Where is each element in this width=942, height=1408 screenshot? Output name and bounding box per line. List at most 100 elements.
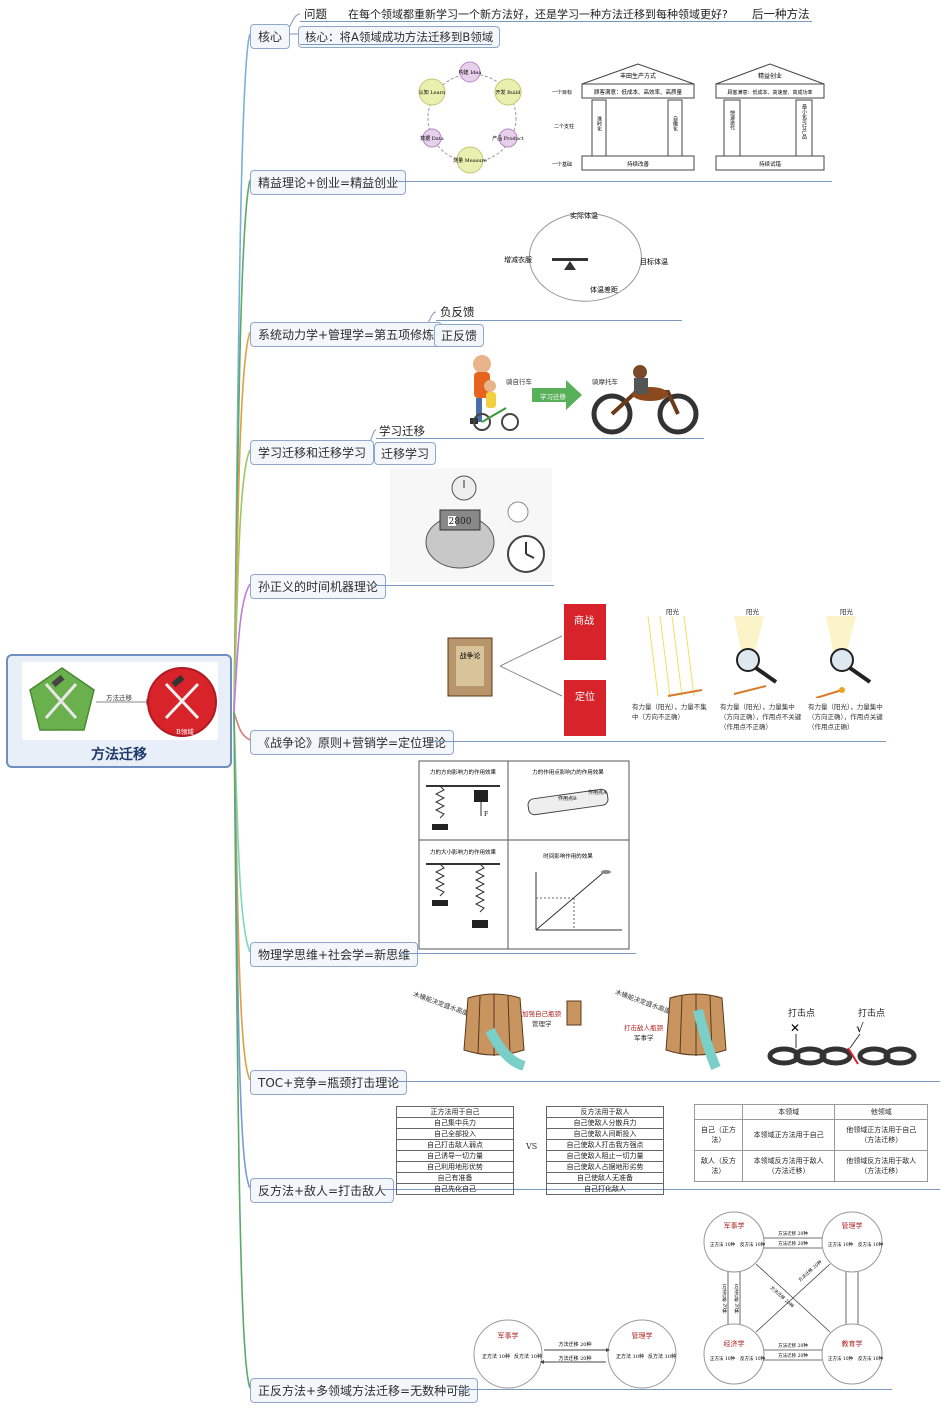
book-war-title: 战争论 xyxy=(460,651,481,660)
chain-label-2: 打击点 xyxy=(858,1009,886,1019)
root-tools-illustration xyxy=(29,667,217,737)
branch-lean[interactable]: 精益理论+创业=精益创业 xyxy=(250,170,407,195)
barrel-plank-icon xyxy=(566,1000,582,1026)
temple2-pillar-right: 最小化可行产品 xyxy=(801,103,807,140)
positive-row: 自己先化自己 xyxy=(396,1183,514,1195)
core-answer-text: 后一种方法 xyxy=(752,7,810,21)
temple2-base: 持续试错 xyxy=(759,160,782,168)
negative-row: 自己使敌人打击我方强点 xyxy=(546,1139,664,1151)
big-node-0: 军事学 xyxy=(724,1221,745,1230)
branch-enemy[interactable]: 反方法+敌人=打击敌人 xyxy=(250,1178,395,1203)
branch-systems[interactable]: 系统动力学+管理学=第五项修炼 xyxy=(250,322,443,347)
big-node-3: 教育学 xyxy=(842,1339,863,1348)
matrix-row-header: 敌人（反方法） xyxy=(694,1150,743,1182)
vs-label: VS xyxy=(526,1142,538,1151)
big-edge-label: 方法迁移 20种 xyxy=(797,1258,824,1283)
transfer-underline-1 xyxy=(376,438,704,439)
root-arrow-label: 方法迁移 xyxy=(106,694,132,702)
time-machine-display: 2800 xyxy=(449,517,472,527)
book-shangzhan: 商战 xyxy=(564,604,606,660)
branch-toc[interactable]: TOC+竞争=瓶颈打击理论 xyxy=(250,1070,408,1095)
transfer-leaf-1: 学习迁移 xyxy=(379,424,425,438)
root-node[interactable]: 方法迁移 A领域 B领域 方法迁移 xyxy=(6,654,232,768)
big-edge-label: 方法迁移 20种 xyxy=(778,1342,808,1349)
core-question-label: 问题 xyxy=(304,7,327,21)
big-inner: 反方法 10种 xyxy=(740,1241,766,1248)
physics-four-panels: 力的方向影响力的作用效果 力的作用点影响力的作用效果 力的大小影响力的作用效果 … xyxy=(418,760,630,950)
cycle-label-3: 测量 Measure xyxy=(453,157,487,164)
core-question-text: 在每个领域都重新学习一个新方法好，还是学习一种方法迁移到每种领域更好? xyxy=(348,8,728,21)
temple1-pillar-right: 自働化 xyxy=(672,115,678,132)
matrix-cell: 他领域正方法用于自己（方法迁移） xyxy=(834,1119,928,1151)
two-domain-diagram: 军事学 管理学 正方法 10种 反方法 10种 正方法 10种 反方法 10种 … xyxy=(473,1319,677,1389)
lens-title-2: 阳光 xyxy=(746,608,759,616)
positive-row: 自己打击敌人弱点 xyxy=(396,1139,514,1151)
negative-row: 自己使敌人占据地形劣势 xyxy=(546,1161,664,1173)
temple1-goal-row: 一个目标 xyxy=(552,89,572,96)
domain-method-matrix: 本领域 他领域 自己（正方法） 本领域正方法用于自己 他领域正方法用于自己（方法… xyxy=(694,1104,928,1182)
war-book-illustration: 战争论 xyxy=(447,637,493,697)
temple2-title: 精益创业 xyxy=(758,72,782,80)
branch-core[interactable]: 核心 xyxy=(250,24,291,49)
big-inner: 正方法 10种 xyxy=(710,1241,736,1248)
cycle-label-2: 产品 Product xyxy=(492,135,524,142)
branch-multi[interactable]: 正反方法+多领域方法迁移=无数种可能 xyxy=(250,1378,479,1403)
temple1-title: 丰田生产方式 xyxy=(620,72,656,80)
toc-barrel-caption-3: 管理学 xyxy=(532,1020,552,1028)
cycle-label-1: 开发 Build xyxy=(496,89,522,96)
root-title: 方法迁移 xyxy=(91,747,147,763)
loop-label-1: 目标体温 xyxy=(640,257,668,266)
negative-row: 自己使敌人间断投入 xyxy=(546,1128,664,1140)
toc-barrel-caption-5: 打击敌人瓶颈 xyxy=(624,1024,663,1032)
core-underline-1 xyxy=(300,21,812,22)
physics-panel-title-3: 时间影响作用的效果 xyxy=(543,852,593,860)
temple1-pillar-left: 准时化 xyxy=(596,115,602,132)
core-underline-2 xyxy=(300,44,492,45)
negative-row: 自己使敌人阻止一切力量 xyxy=(546,1150,664,1162)
big-edge-label: 方法迁移 20种 xyxy=(734,1283,740,1315)
cycle-label-0: 构建 Idea xyxy=(459,69,482,76)
big-inner: 反方法 10种 xyxy=(858,1355,884,1362)
systems-leaf-positive[interactable]: 正反馈 xyxy=(434,324,485,347)
cross-mark-icon: ✕ xyxy=(790,1021,800,1035)
matrix-corner xyxy=(694,1104,743,1120)
temple1-pillars-row: 二个支柱 xyxy=(554,123,574,130)
loop-label-0: 实际体温 xyxy=(570,211,598,220)
lens-caption-1: 有力量（阳光），力量不集中（方向不正确） xyxy=(632,703,707,721)
small-left-title: 军事学 xyxy=(498,1331,519,1340)
temple1-goal: 顾客满意：低成本、高效率、高质量 xyxy=(594,88,683,96)
root-right-caption: B领域 xyxy=(176,728,194,736)
matrix-cell: 本领域正方法用于自己 xyxy=(741,1119,836,1151)
branch-timemachine[interactable]: 孙正义的时间机器理论 xyxy=(250,574,387,599)
matrix-col-header: 他领域 xyxy=(834,1104,928,1120)
small-left-inner-1: 反方法 10种 xyxy=(514,1353,542,1360)
time-machine-illustration: 2800 xyxy=(390,468,552,582)
branch-physics[interactable]: 物理学思维+社会学=新思维 xyxy=(250,942,419,967)
temple-toyota: 丰田生产方式 顾客满意：低成本、高效率、高质量 一个目标 二个支柱 一个基础 准… xyxy=(552,63,695,171)
big-inner: 正方法 10种 xyxy=(828,1241,854,1248)
root-left-caption: A领域 xyxy=(55,730,73,738)
root-image: 方法迁移 A领域 B领域 xyxy=(22,662,218,740)
feedback-loop-diagram: 实际体温 目标体温 体温差距 增减衣服 xyxy=(504,211,668,302)
bicycle-illustration xyxy=(470,355,519,431)
lens-caption-2: 有力量（阳光），力量集中（方向正确），作用点不关键（作用点不正确） xyxy=(720,703,802,731)
transfer-leaf-2[interactable]: 迁移学习 xyxy=(374,442,437,465)
temple2-pillar-left: 快速迭代 xyxy=(729,109,735,131)
war-transfer-lines xyxy=(500,635,563,697)
temple1-base-row: 一个基础 xyxy=(552,161,572,168)
physics-panel-title-0: 力的方向影响力的作用效果 xyxy=(430,768,497,776)
big-inner: 正方法 10种 xyxy=(828,1355,854,1362)
lens-panel-1: 阳光 有力量（阳光），力量不集中（方向不正确） xyxy=(628,604,712,736)
wrench-hammer-icon xyxy=(44,683,78,719)
small-right-title: 管理学 xyxy=(632,1331,653,1340)
lens-title-3: 阳光 xyxy=(840,608,853,616)
branch-war[interactable]: 《战争论》原则+营销学=定位理论 xyxy=(250,730,455,755)
branch-transfer[interactable]: 学习迁移和迁移学习 xyxy=(250,440,375,465)
positive-row: 自己全部投入 xyxy=(396,1128,514,1140)
matrix-cell: 本领域反方法用于敌人（方法迁移） xyxy=(741,1150,836,1182)
positive-row: 自己集中兵力 xyxy=(396,1117,514,1129)
temple-lean-startup: 精益创业 顾客满意：低成本、高速度、高成功率 快速迭代 最小化可行产品 持续试错 xyxy=(715,63,825,171)
sunlight-rays-1 xyxy=(647,616,703,697)
core-summary[interactable]: 核心：将A领域成功方法迁移到B领域 xyxy=(298,26,501,48)
temple2-goal: 顾客满意：低成本、高速度、高成功率 xyxy=(727,89,812,96)
